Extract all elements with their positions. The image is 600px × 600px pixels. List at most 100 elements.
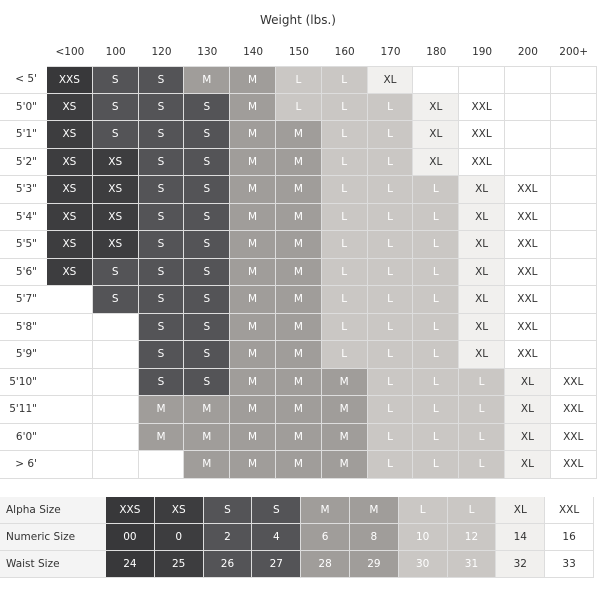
- size-cell: L: [321, 341, 368, 369]
- size-cell: XXL: [550, 368, 597, 396]
- size-cell: S: [138, 341, 185, 369]
- size-cell: [47, 341, 93, 369]
- size-cell: XXL: [550, 423, 597, 451]
- size-cell: L: [413, 203, 460, 231]
- size-cell: L: [367, 231, 414, 259]
- size-cell: L: [413, 313, 460, 341]
- conversion-cell: S: [203, 497, 253, 524]
- size-cell: S: [184, 148, 231, 176]
- size-cell: L: [459, 368, 505, 396]
- conversion-cell: 6: [301, 524, 350, 551]
- size-cell: S: [184, 286, 231, 314]
- size-cell: XXL: [505, 286, 551, 314]
- size-cell: L: [367, 203, 414, 231]
- height-label: 5'1": [0, 121, 47, 149]
- size-cell: [92, 451, 139, 479]
- conversion-cell: S: [252, 497, 302, 524]
- conversion-cell: 14: [496, 524, 546, 551]
- size-cell: S: [184, 341, 231, 369]
- size-cell: M: [276, 121, 322, 149]
- size-cell: XS: [47, 121, 93, 149]
- size-cell: M: [276, 286, 322, 314]
- size-cell: [92, 423, 139, 451]
- conversion-label: Alpha Size: [0, 497, 106, 524]
- size-cell: M: [276, 396, 322, 424]
- size-cell: L: [321, 258, 368, 286]
- size-cell: L: [367, 313, 414, 341]
- conversion-cell: XXL: [545, 497, 594, 524]
- size-cell: L: [367, 121, 414, 149]
- size-cell: L: [321, 231, 368, 259]
- size-cell: L: [413, 231, 460, 259]
- size-cell: M: [276, 423, 322, 451]
- conversion-cell: XS: [154, 497, 204, 524]
- size-cell: [550, 66, 597, 94]
- size-cell: XXL: [505, 258, 551, 286]
- size-cell: [138, 451, 185, 479]
- size-cell: M: [230, 396, 276, 424]
- conversion-cell: 31: [447, 551, 497, 578]
- size-cell: S: [138, 121, 185, 149]
- conversion-cell: L: [398, 497, 448, 524]
- size-cell: L: [367, 93, 414, 121]
- size-cell: L: [321, 203, 368, 231]
- size-cell: M: [276, 148, 322, 176]
- height-label: 6'0": [0, 424, 47, 451]
- size-cell: S: [92, 258, 139, 286]
- size-cell: M: [184, 451, 231, 479]
- size-cell: S: [184, 203, 231, 231]
- size-cell: M: [230, 66, 276, 94]
- weight-header: 160: [334, 46, 355, 58]
- size-cell: [47, 313, 93, 341]
- size-cell: XXL: [459, 93, 505, 121]
- size-cell: M: [184, 423, 231, 451]
- size-cell: S: [138, 258, 185, 286]
- height-label: 5'6": [0, 259, 47, 286]
- conversion-cell: M: [301, 497, 350, 524]
- size-cell: XL: [413, 148, 460, 176]
- size-cell: M: [230, 313, 276, 341]
- height-label: 5'11": [0, 396, 47, 424]
- size-cell: [505, 148, 551, 176]
- size-cell: L: [413, 176, 460, 204]
- size-cell: XS: [47, 148, 93, 176]
- size-cell: [550, 313, 597, 341]
- weight-header: 130: [197, 46, 218, 58]
- size-cell: M: [230, 93, 276, 121]
- height-label: 5'4": [0, 204, 47, 231]
- conversion-cell: 33: [545, 551, 594, 578]
- size-cell: M: [276, 451, 322, 479]
- size-cell: L: [321, 286, 368, 314]
- size-cell: M: [276, 231, 322, 259]
- size-cell: XL: [505, 368, 551, 396]
- size-cell: L: [413, 451, 460, 479]
- weight-header: 120: [151, 46, 172, 58]
- size-cell: [92, 396, 139, 424]
- conversion-cell: 00: [106, 524, 155, 551]
- size-cell: XS: [47, 176, 93, 204]
- height-label: < 5': [0, 66, 47, 94]
- size-cell: L: [413, 286, 460, 314]
- conversion-cell: M: [350, 497, 399, 524]
- size-cell: L: [413, 396, 460, 424]
- size-cell: XL: [459, 231, 505, 259]
- size-cell: [550, 121, 597, 149]
- height-label: 5'9": [0, 341, 47, 369]
- size-cell: M: [321, 451, 368, 479]
- conversion-cell: 25: [154, 551, 204, 578]
- size-cell: L: [367, 148, 414, 176]
- size-cell: L: [367, 423, 414, 451]
- weight-header: 200+: [559, 46, 589, 58]
- conversion-cell: 28: [301, 551, 350, 578]
- size-cell: XS: [92, 176, 139, 204]
- size-cell: S: [184, 176, 231, 204]
- size-cell: XS: [47, 258, 93, 286]
- size-cell: XXL: [459, 121, 505, 149]
- height-label: 5'5": [0, 231, 47, 259]
- size-cell: XL: [459, 286, 505, 314]
- size-cell: L: [413, 341, 460, 369]
- size-cell: L: [321, 121, 368, 149]
- size-cell: S: [184, 368, 231, 396]
- conversion-cell: XXS: [106, 497, 155, 524]
- size-cell: M: [184, 396, 231, 424]
